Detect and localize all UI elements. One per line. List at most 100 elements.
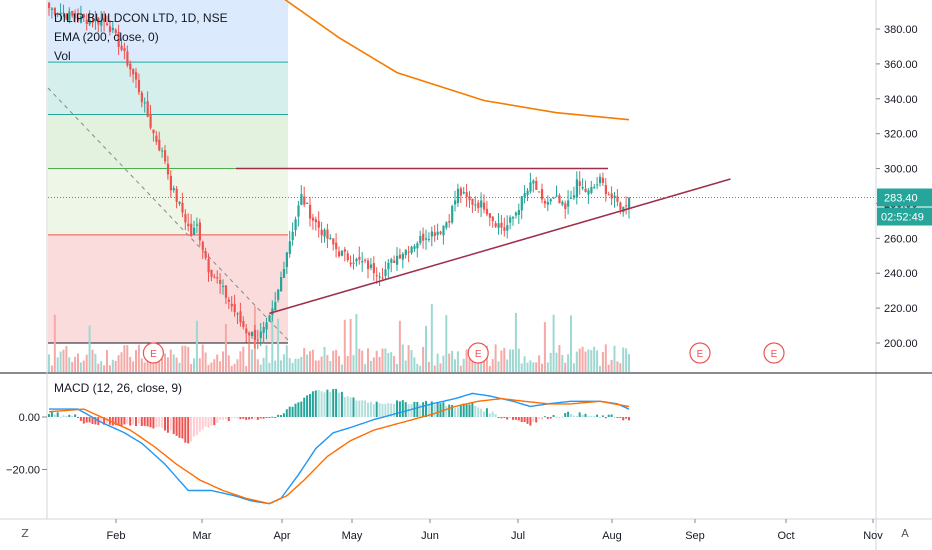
macd-histogram-bar bbox=[68, 414, 71, 417]
macd-histogram-bar bbox=[265, 417, 268, 418]
macd-histogram-bar bbox=[230, 417, 233, 418]
candle-body bbox=[570, 197, 573, 199]
macd-histogram-bar bbox=[91, 417, 94, 425]
candle-body bbox=[198, 222, 201, 241]
candle-body bbox=[436, 231, 439, 235]
macd-histogram-bar bbox=[172, 417, 175, 435]
volume-bar bbox=[465, 349, 468, 372]
ema-legend[interactable]: EMA (200, close, 0) bbox=[54, 30, 159, 44]
macd-histogram-bar bbox=[564, 413, 567, 417]
candle-body bbox=[471, 198, 474, 205]
volume-bar bbox=[413, 357, 416, 372]
support-trendline[interactable] bbox=[269, 178, 731, 315]
macd-histogram-bar bbox=[451, 404, 454, 417]
y-tick-label: 220.00 bbox=[884, 303, 918, 315]
candle-body bbox=[407, 251, 410, 253]
volume-bar bbox=[288, 358, 291, 372]
candle-body bbox=[590, 186, 593, 193]
macd-histogram-bar bbox=[320, 391, 323, 417]
volume-bar bbox=[355, 313, 358, 372]
candle-body bbox=[575, 179, 578, 198]
candle-body bbox=[79, 15, 83, 23]
macd-histogram-bar bbox=[506, 417, 509, 420]
candle-body bbox=[494, 223, 497, 227]
candle-body bbox=[454, 200, 457, 205]
macd-histogram-bar bbox=[358, 400, 361, 417]
volume-bar bbox=[193, 358, 195, 372]
zoom-button[interactable]: Z bbox=[21, 527, 29, 540]
macd-legend[interactable]: MACD (12, 26, close, 9) bbox=[54, 381, 183, 395]
macd-histogram-bar bbox=[297, 402, 300, 417]
volume-bar bbox=[529, 360, 532, 372]
macd-histogram-bar bbox=[117, 417, 120, 426]
volume-bar bbox=[277, 318, 280, 372]
macd-histogram-bar bbox=[436, 402, 439, 417]
volume-bar bbox=[570, 315, 572, 372]
macd-histogram-bar bbox=[567, 411, 570, 417]
volume-bar bbox=[532, 362, 535, 372]
macd-histogram-bar bbox=[425, 400, 427, 417]
macd-histogram-bar bbox=[274, 417, 277, 418]
volume-bar bbox=[50, 365, 53, 372]
candle-body bbox=[358, 256, 361, 260]
volume-bar bbox=[285, 345, 288, 372]
candle-body bbox=[204, 251, 207, 259]
volume-bar bbox=[181, 345, 184, 372]
candle-body bbox=[172, 188, 175, 191]
candle-body bbox=[445, 222, 448, 228]
earnings-marker[interactable] bbox=[689, 342, 711, 364]
earnings-marker[interactable] bbox=[467, 342, 489, 364]
volume-bar bbox=[274, 360, 277, 372]
candle-body bbox=[529, 182, 532, 192]
volume-bar bbox=[352, 355, 355, 372]
candle-body bbox=[462, 191, 465, 194]
fib-zone bbox=[48, 0, 288, 63]
candle-body bbox=[468, 196, 471, 201]
macd-histogram-bar bbox=[187, 417, 190, 444]
symbol-title[interactable]: DILIP BUILDCON LTD, 1D, NSE bbox=[54, 11, 228, 25]
candle-body bbox=[491, 216, 494, 222]
macd-histogram-bar bbox=[343, 397, 346, 417]
volume-bar bbox=[526, 362, 529, 372]
candle-body bbox=[485, 208, 489, 215]
macd-histogram-bar bbox=[294, 403, 297, 417]
earnings-marker[interactable] bbox=[763, 342, 785, 364]
candle-body bbox=[593, 186, 596, 188]
macd-histogram-bar bbox=[309, 393, 311, 417]
auto-scale-button[interactable]: A bbox=[901, 527, 909, 540]
earnings-marker[interactable] bbox=[142, 342, 164, 364]
candle-body bbox=[100, 20, 103, 26]
volume-bar bbox=[430, 304, 433, 372]
candle-body bbox=[129, 63, 132, 70]
macd-histogram-bar bbox=[413, 401, 416, 417]
volume-bar bbox=[497, 361, 500, 372]
macd-histogram-bar bbox=[201, 417, 204, 430]
volume-bar bbox=[442, 355, 445, 372]
volume-bar bbox=[97, 363, 100, 372]
macd-histogram-bar bbox=[393, 403, 396, 417]
candle-body bbox=[274, 302, 277, 311]
macd-histogram-bar bbox=[459, 404, 462, 417]
earnings-marker-label: E bbox=[697, 349, 704, 360]
candle-body bbox=[532, 180, 535, 184]
macd-histogram-bar bbox=[572, 415, 575, 417]
macd-histogram-bar bbox=[271, 416, 274, 418]
volume-bar bbox=[459, 365, 462, 372]
volume-bar bbox=[323, 346, 326, 372]
macd-histogram-bar bbox=[375, 401, 378, 417]
volume-bar bbox=[541, 363, 543, 372]
volume-legend[interactable]: Vol bbox=[54, 49, 71, 63]
macd-histogram-bar bbox=[601, 415, 604, 417]
macd-histogram-bar bbox=[135, 417, 137, 427]
candle-body bbox=[541, 189, 544, 200]
macd-histogram-bar bbox=[132, 417, 135, 425]
candle-body bbox=[268, 315, 271, 322]
macd-histogram-bar bbox=[329, 392, 332, 417]
candle-body bbox=[50, 8, 54, 10]
candle-body bbox=[288, 241, 291, 254]
volume-bar bbox=[599, 365, 601, 372]
candle-body bbox=[375, 275, 378, 277]
macd-histogram-bar bbox=[152, 417, 155, 429]
